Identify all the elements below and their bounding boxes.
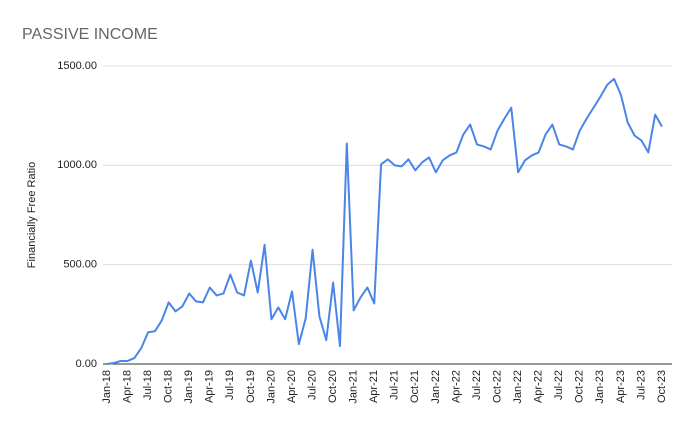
x-tick-label: Jul-19 bbox=[224, 370, 236, 400]
data-line bbox=[106, 77, 663, 365]
x-tick-label: Apr-18 bbox=[121, 370, 133, 403]
x-tick-label: Oct-19 bbox=[245, 370, 257, 403]
x-tick-label: Jul-22 bbox=[553, 370, 565, 400]
x-tick-label: Apr-22 bbox=[533, 370, 545, 403]
y-tick-label: 1500.00 bbox=[57, 60, 97, 72]
x-tick-label: Apr-22 bbox=[450, 370, 462, 403]
x-tick-label: Oct-21 bbox=[409, 370, 421, 403]
x-tick-label: Jul-21 bbox=[389, 370, 401, 400]
x-tick-label: Oct-22 bbox=[574, 370, 586, 403]
x-tick-label: Oct-20 bbox=[327, 370, 339, 403]
x-tick-label: Jan-22 bbox=[430, 370, 442, 404]
x-tick-label: Apr-19 bbox=[204, 370, 216, 403]
y-tick-label: 500.00 bbox=[63, 259, 97, 271]
x-tick-label: Jan-18 bbox=[101, 370, 113, 404]
x-tick-label: Jul-18 bbox=[142, 370, 154, 400]
x-tick-label: Apr-21 bbox=[368, 370, 380, 403]
x-tick-label: Jan-22 bbox=[512, 370, 524, 404]
x-tick-label: Jan-23 bbox=[594, 370, 606, 404]
x-tick-label: Oct-23 bbox=[656, 370, 668, 403]
x-tick-label: Apr-23 bbox=[615, 370, 627, 403]
y-tick-label: 1000.00 bbox=[57, 159, 97, 171]
x-tick-label: Jul-20 bbox=[306, 370, 318, 400]
x-tick-label: Jul-23 bbox=[635, 370, 647, 400]
y-axis-label: Financially Free Ratio bbox=[26, 162, 38, 268]
chart-title: PASSIVE INCOME bbox=[22, 26, 158, 43]
x-tick-label: Apr-20 bbox=[286, 370, 298, 403]
x-tick-label: Oct-22 bbox=[491, 370, 503, 403]
y-tick-label: 0.00 bbox=[76, 358, 97, 370]
x-tick-label: Jan-20 bbox=[265, 370, 277, 404]
x-tick-label: Jul-22 bbox=[471, 370, 483, 400]
x-tick-label: Jan-19 bbox=[183, 370, 195, 404]
x-tick-label: Jan-21 bbox=[348, 370, 360, 404]
x-tick-label: Oct-18 bbox=[163, 370, 175, 403]
